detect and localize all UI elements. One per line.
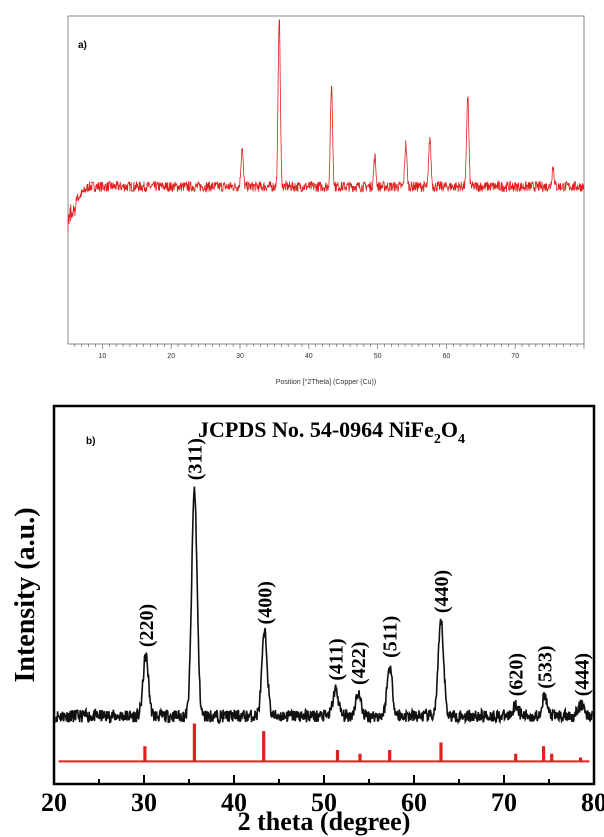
panel-b-peak-label: (533) xyxy=(535,645,557,688)
panel-b-frame xyxy=(52,404,596,786)
panel-b-reference-lines xyxy=(58,723,590,763)
panel-b-peak-label: (220) xyxy=(136,604,158,647)
panel-b-y-axis-label: Intensity (a.u.) xyxy=(10,507,41,682)
panel-b-peak-label: (400) xyxy=(255,581,277,624)
panel-a-x-axis-label: Position [°2Theta] (Copper (Cu)) xyxy=(276,378,376,386)
panel-b-ticks xyxy=(53,775,595,784)
panel-b-x-tick-label: 80 xyxy=(581,788,604,817)
panel-b-peak-label: (444) xyxy=(571,653,593,696)
panel-a-ticks xyxy=(74,344,585,349)
panel-a-x-tick-label: 50 xyxy=(374,353,382,360)
panel-b-peak-labels: (220) (311) (400) (411) (422) (511) (440) (620)… xyxy=(136,438,594,696)
panel-a-label: a) xyxy=(78,40,87,51)
panel-b-x-tick-label: 60 xyxy=(401,788,427,817)
panel-b-x-tick-label: 70 xyxy=(491,788,517,817)
panel-a-x-tick-label: 60 xyxy=(443,353,451,360)
panel-b-x-tick-label: 40 xyxy=(221,788,247,817)
panel-b-tick-labels: 20 30 40 50 60 70 80 xyxy=(41,788,604,817)
panel-b-peak-label: (511) xyxy=(380,616,402,658)
panel-b-peak-label: (620) xyxy=(506,653,528,696)
panel-a-x-tick-label: 40 xyxy=(305,353,313,360)
panel-a-x-tick-label: 10 xyxy=(99,353,107,360)
panel-b: b) JCPDS No. 54-0964 NiFe2O4 Intensity (… xyxy=(10,404,604,836)
panel-b-peak-label: (311) xyxy=(184,438,206,480)
panel-b-peak-label: (411) xyxy=(326,638,348,680)
panel-b-label: b) xyxy=(86,436,95,447)
panel-b-x-axis-label: 2 theta (degree) xyxy=(238,807,411,836)
panel-b-x-tick-label: 30 xyxy=(131,788,157,817)
panel-a-x-tick-label: 20 xyxy=(167,353,175,360)
panel-b-title: JCPDS No. 54-0964 NiFe2O4 xyxy=(198,417,465,447)
panel-a-x-tick-label: 30 xyxy=(236,353,244,360)
panel-a-frame xyxy=(67,15,585,345)
panel-b-peak-label: (422) xyxy=(348,642,370,685)
panel-b-x-tick-label: 20 xyxy=(41,788,67,817)
panel-a-x-tick-label: 70 xyxy=(511,353,519,360)
panel-a: a) 10 20 30 40 50 60 70 Position [°2Theta] (Co… xyxy=(67,15,585,386)
panel-a-series-line xyxy=(67,19,585,232)
panel-a-tick-labels: 10 20 30 40 50 60 70 xyxy=(99,353,520,360)
panel-b-series-line xyxy=(55,486,593,725)
panel-b-peak-label: (440) xyxy=(431,570,453,613)
panel-b-x-tick-label: 50 xyxy=(311,788,337,817)
